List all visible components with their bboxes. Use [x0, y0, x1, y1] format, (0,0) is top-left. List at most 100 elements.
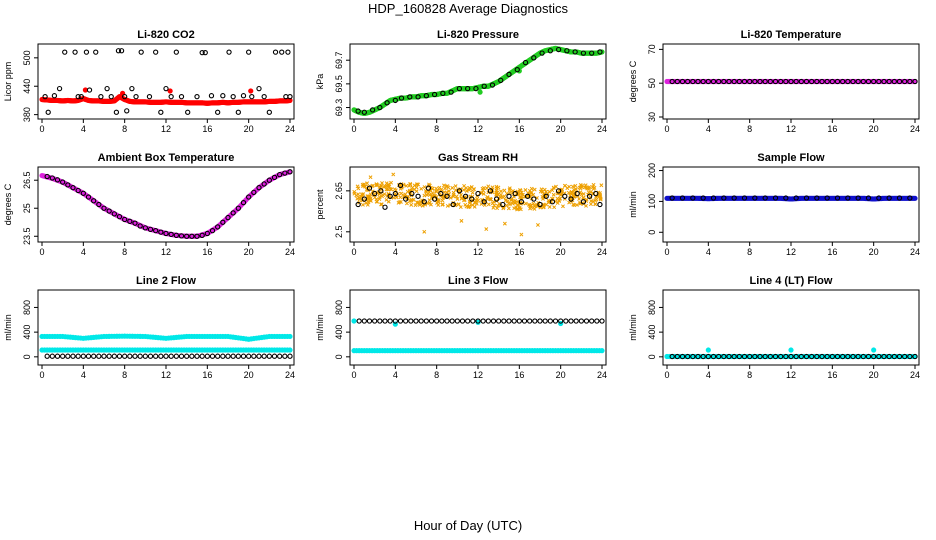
data-point [372, 318, 378, 324]
data-point [814, 195, 820, 201]
data-point [490, 190, 495, 195]
data-point [484, 227, 489, 232]
series-foreground [669, 195, 913, 201]
data-point [736, 78, 742, 85]
data-point [392, 190, 398, 197]
data-point [437, 185, 442, 190]
data-point [881, 78, 887, 85]
data-point [519, 232, 524, 237]
y-axis-label: degrees C [628, 60, 638, 102]
data-point [431, 91, 438, 98]
data-point [431, 196, 438, 202]
data-point [540, 194, 545, 199]
series-foreground [356, 318, 605, 324]
data-point [705, 347, 711, 353]
data-point [845, 353, 851, 360]
data-point [83, 49, 90, 55]
data-point [762, 78, 768, 85]
x-tick-label: 0 [664, 370, 669, 380]
data-point [363, 184, 368, 189]
data-point [409, 190, 415, 197]
data-point [425, 185, 432, 191]
data-point [423, 93, 429, 99]
data-point [403, 192, 408, 197]
data-point [532, 187, 537, 192]
data-point [573, 183, 578, 188]
series-background [39, 333, 293, 353]
data-point [513, 198, 518, 203]
data-point [62, 49, 68, 55]
data-point [137, 353, 143, 359]
x-tick-label: 8 [747, 124, 752, 134]
data-point [368, 175, 373, 180]
data-point [173, 353, 179, 359]
data-point [360, 202, 365, 207]
data-point [215, 224, 221, 230]
x-tick-label: 0 [39, 247, 44, 257]
data-point [741, 78, 748, 85]
data-point [522, 59, 529, 66]
data-point [116, 353, 123, 359]
y-tick-label: 70 [647, 44, 657, 54]
data-point [361, 318, 367, 324]
data-point [246, 194, 252, 200]
data-point [75, 353, 81, 359]
data-point [283, 93, 289, 100]
x-tick-label: 16 [202, 370, 212, 380]
data-point [230, 210, 236, 216]
x-tick-label: 4 [81, 247, 86, 257]
x-tick-label: 12 [473, 247, 483, 257]
data-point [443, 186, 447, 191]
data-point [108, 93, 114, 100]
plot-frame [37, 43, 295, 120]
data-point [494, 186, 499, 191]
data-point [287, 169, 293, 175]
data-point [539, 50, 545, 56]
data-point [285, 49, 291, 55]
x-tick-label: 20 [869, 124, 879, 134]
data-point [397, 182, 404, 189]
y-axis-label: Licor ppm [3, 62, 13, 102]
data-point [594, 318, 600, 324]
x-tick-label: 8 [122, 370, 127, 380]
data-point [585, 186, 590, 191]
data-point [163, 353, 169, 359]
x-tick-label: 12 [161, 124, 171, 134]
x-tick-label: 20 [869, 370, 879, 380]
y-axis-label: ml/min [628, 314, 638, 341]
data-point [752, 195, 758, 201]
data-point [389, 180, 394, 185]
data-point [845, 195, 851, 201]
panel-8: Line 3 Flow ml/min 0 4 8 12 16 20 24 0 400 800 [315, 275, 607, 380]
data-point [449, 318, 455, 324]
y-tick-label: 400 [334, 325, 344, 340]
panel-7: Line 2 Flow ml/min 0 4 8 12 16 20 24 0 400 800 [3, 275, 295, 380]
data-point [710, 78, 717, 85]
data-point [417, 202, 422, 206]
data-point [454, 318, 460, 324]
y-tick-label: 25 [22, 203, 32, 213]
data-point [574, 190, 580, 197]
data-point [251, 189, 257, 196]
data-point [387, 318, 393, 324]
y-tick-label: 500 [22, 50, 32, 65]
data-point [481, 185, 486, 190]
data-point [209, 353, 216, 359]
panel-6: Sample Flow ml/min 0 4 8 12 16 20 24 0 100 200 [628, 152, 920, 257]
data-point [384, 197, 389, 202]
data-point [158, 109, 164, 115]
data-point [798, 78, 804, 85]
y-axis-label: ml/min [628, 191, 638, 218]
data-point [279, 49, 285, 55]
data-point [834, 195, 841, 201]
data-point [60, 179, 66, 185]
data-point [427, 193, 432, 197]
x-tick-label: 0 [664, 247, 669, 257]
data-point [726, 353, 732, 360]
data-point [591, 182, 596, 187]
y-tick-label: 0 [22, 354, 32, 359]
data-point [891, 78, 897, 85]
data-point [458, 205, 463, 210]
data-point [531, 192, 536, 197]
data-point [415, 193, 421, 199]
